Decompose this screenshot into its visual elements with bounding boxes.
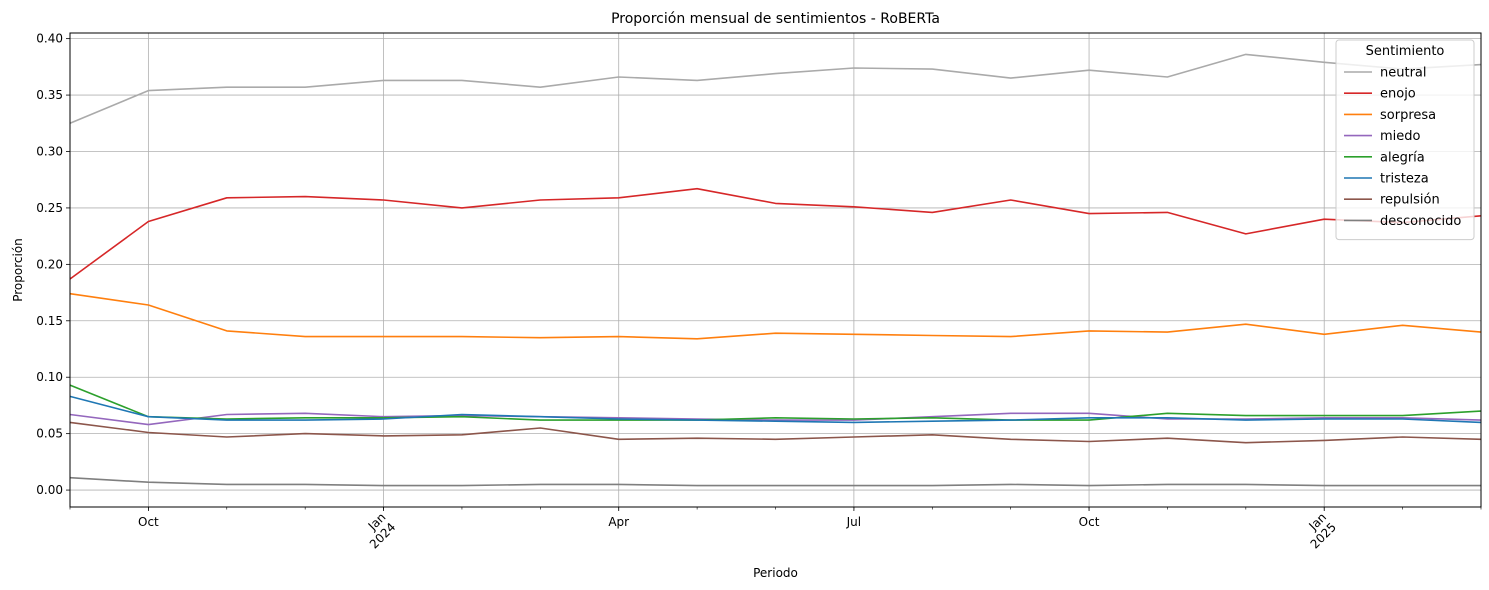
series-line-sorpresa — [69, 292, 1482, 340]
legend-label: desconocido — [1380, 214, 1461, 229]
series-line-neutral — [69, 53, 1482, 125]
y-tick-label: 0.40 — [36, 32, 63, 46]
series-line-miedo — [69, 412, 1482, 426]
x-axis-title: Periodo — [753, 566, 798, 580]
series-line-desconocido — [69, 476, 1481, 487]
x-tick-label: Oct — [1079, 515, 1100, 529]
chart-title: Proporción mensual de sentimientos - RoB… — [611, 11, 940, 27]
legend-label: sorpresa — [1380, 108, 1436, 123]
y-tick-label: 0.35 — [36, 88, 63, 102]
legend-label: enojo — [1380, 87, 1416, 102]
x-tick-label: Apr — [608, 515, 629, 529]
series-line-alegría — [69, 384, 1482, 421]
y-tick-label: 0.05 — [36, 427, 63, 441]
legend-box — [1335, 39, 1475, 241]
y-tick-label: 0.00 — [36, 483, 63, 497]
legend-label: miedo — [1380, 129, 1421, 144]
series-lines — [69, 53, 1482, 487]
series-line-repulsión — [69, 421, 1482, 444]
x-tick-label: Oct — [138, 515, 159, 529]
grid — [70, 33, 1481, 507]
x-tick-label: Jul — [846, 515, 861, 529]
y-tick-label: 0.10 — [36, 370, 63, 384]
y-tick-label: 0.30 — [36, 145, 63, 159]
y-axis: 0.00 0.05 0.10 0.15 0.20 0.25 0.30 0.35 0.40 — [36, 32, 70, 497]
series-line-enojo — [69, 187, 1482, 280]
plot-frame — [69, 32, 1482, 508]
y-axis-title: Proporción — [11, 238, 25, 302]
y-tick-label: 0.20 — [36, 257, 63, 271]
y-tick-label: 0.25 — [36, 201, 63, 215]
legend-label: tristeza — [1380, 172, 1429, 187]
legend-label: alegría — [1380, 150, 1425, 165]
legend-label: neutral — [1380, 66, 1427, 81]
legend-title: Sentimiento — [1366, 44, 1445, 59]
legend: Sentimiento neutral enojo sorpresa miedo ale… — [1335, 39, 1475, 241]
y-tick-label: 0.15 — [36, 314, 63, 328]
legend-label: repulsión — [1380, 193, 1440, 208]
series-line-tristeza — [69, 395, 1482, 424]
